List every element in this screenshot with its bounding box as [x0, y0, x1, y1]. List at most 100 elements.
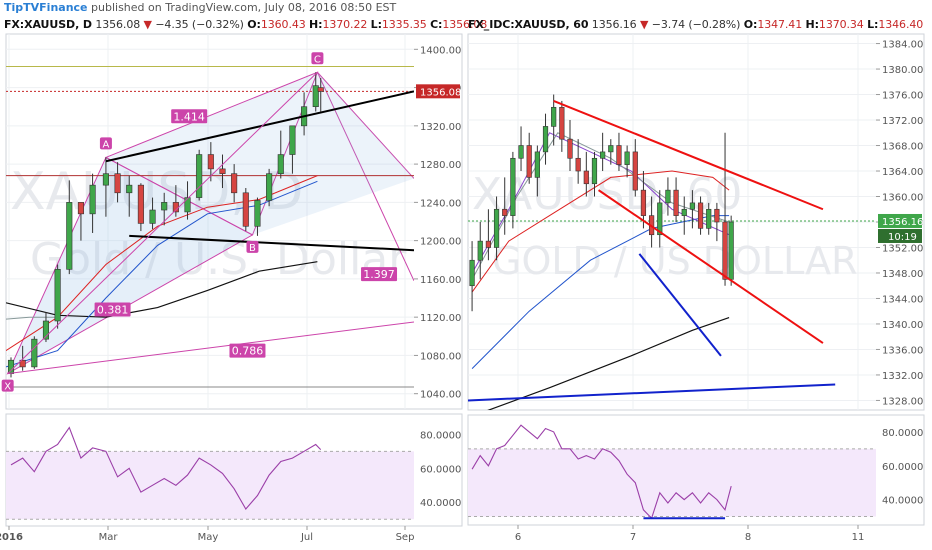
- left-panel-title: FX:XAUUSD, D 1356.08 ▼ −4.35 (−0.32%) O:…: [4, 17, 487, 33]
- rsi-tick-label: 80.0000: [882, 428, 923, 439]
- rsi-line: [471, 424, 732, 520]
- candle: [19, 359, 26, 368]
- y-tick-label: 1344.00: [882, 294, 923, 305]
- rsi-tick-label: 60.0000: [420, 464, 461, 475]
- y-tick-label: 1080.00: [420, 351, 461, 362]
- left-o-label: O:: [247, 18, 261, 31]
- right-h-value: 1370.34: [818, 18, 864, 31]
- author-name[interactable]: TipTVFinance: [4, 1, 88, 14]
- y-tick-label: 1320.00: [420, 122, 461, 133]
- candle: [706, 208, 712, 229]
- ratio-label: 1.414: [173, 110, 205, 123]
- y-tick-label: 1400.00: [420, 45, 461, 56]
- ma-grey-line: [6, 316, 58, 320]
- time-to-close-tag: [878, 228, 922, 243]
- right-price: 1356.16: [591, 18, 637, 31]
- right-h-label: H:: [805, 18, 820, 31]
- watermark-name: Gold / U.S. Dollar: [30, 234, 407, 285]
- candle: [575, 157, 581, 172]
- ratio-label: 0.786: [232, 345, 264, 358]
- candle: [714, 208, 720, 223]
- candle: [526, 145, 532, 178]
- candle: [89, 184, 96, 215]
- y-tick-label: 1280.00: [420, 160, 461, 171]
- candle: [66, 202, 73, 270]
- candle: [102, 173, 109, 186]
- right-down-arrow-icon: ▼: [640, 18, 649, 31]
- candle: [266, 173, 273, 201]
- point-marker-X: [1, 379, 14, 392]
- last-price-label: 1356.08: [420, 87, 461, 98]
- rsi-band: [6, 451, 414, 520]
- y-tick-label: 1340.00: [882, 320, 923, 331]
- right-o-value: 1347.41: [757, 18, 803, 31]
- y-tick-label: 1120.00: [420, 313, 461, 324]
- candle: [534, 151, 540, 178]
- x-tick-label: Sep: [396, 532, 415, 543]
- candle: [722, 221, 728, 280]
- y-tick-label: 1376.00: [882, 91, 923, 102]
- trendline-pattern: [7, 71, 318, 374]
- candle: [289, 125, 296, 155]
- candle: [219, 168, 226, 174]
- point-marker-A: [99, 137, 112, 150]
- point-marker-B: [246, 240, 259, 253]
- trendline-red: [553, 99, 824, 211]
- ratio-box: [229, 343, 266, 358]
- right-l-label: L:: [867, 18, 879, 31]
- left-l-label: L:: [370, 18, 382, 31]
- trendline-blue: [638, 253, 722, 357]
- last-price-tag: [878, 213, 922, 228]
- y-tick-label: 1328.00: [882, 396, 923, 407]
- candle: [657, 202, 663, 236]
- y-tick-label: 1364.00: [882, 167, 923, 178]
- y-tick-label: 1200.00: [420, 237, 461, 248]
- candle: [126, 184, 133, 194]
- candle: [665, 189, 671, 204]
- y-tick-label: 1372.00: [882, 116, 923, 127]
- candle: [591, 157, 598, 185]
- ratio-label: 1.397: [363, 268, 395, 281]
- y-tick-label: 1368.00: [882, 142, 923, 153]
- left-change: −4.35 (−0.32%): [155, 18, 244, 31]
- candle: [697, 202, 704, 229]
- rsi-tick-label: 80.0000: [420, 430, 461, 441]
- candle: [681, 208, 687, 216]
- candle: [469, 259, 475, 287]
- candle: [77, 202, 84, 215]
- trendline-black: [129, 234, 414, 252]
- x-tick-label: 11: [852, 532, 865, 543]
- trendline-blue: [468, 383, 836, 402]
- ma-red-line: [471, 170, 730, 293]
- candle: [624, 151, 630, 165]
- x-tick-label: 6: [515, 532, 521, 543]
- candle: [510, 157, 516, 216]
- rsi-tick-label: 60.0000: [882, 462, 923, 473]
- abc-triangle: [104, 71, 319, 236]
- right-symbol[interactable]: FX_IDC:XAUUSD, 60: [468, 18, 589, 31]
- x-tick-label: Mar: [99, 532, 119, 543]
- candle: [242, 192, 249, 227]
- candle: [149, 209, 156, 224]
- candle: [254, 200, 261, 227]
- candle: [196, 154, 203, 198]
- candle: [137, 184, 144, 224]
- left-price: 1356.08: [95, 18, 141, 31]
- candle: [231, 173, 238, 194]
- left-l-value: 1335.35: [381, 18, 427, 31]
- watermark-name: GOLD / US DOLLAR: [492, 239, 858, 283]
- candle: [502, 208, 508, 216]
- x-tick-label: May: [198, 532, 219, 543]
- y-tick-label: 1240.00: [420, 198, 461, 209]
- main-plot: XAUUSD, DGold / U.S. Dollar: [6, 34, 414, 409]
- daily-chart: XAUUSD, DGold / U.S. DollarXABC1.4140.38…: [0, 33, 463, 543]
- left-c-label: C:: [430, 18, 443, 31]
- projection-line: [316, 72, 414, 282]
- y-tick-label: 1160.00: [420, 275, 461, 286]
- projection-line: [317, 71, 414, 179]
- left-o-value: 1360.43: [260, 18, 306, 31]
- candle: [42, 320, 50, 340]
- left-symbol[interactable]: FX:XAUUSD, D: [4, 18, 92, 31]
